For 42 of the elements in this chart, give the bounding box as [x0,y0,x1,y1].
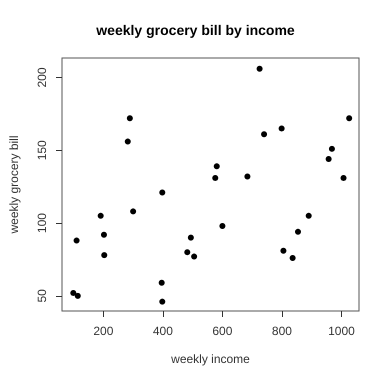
y-tick-label: 150 [35,140,49,160]
point [188,234,194,241]
x-axis-title: weekly income [170,352,250,366]
point [346,115,352,122]
y-tick-label: 50 [35,288,49,303]
x-tick-label: 600 [212,324,233,338]
point [74,238,80,244]
point [261,131,268,138]
point [159,190,166,196]
x-tick-label: 200 [93,324,114,338]
point [130,208,136,214]
point [98,212,104,219]
point [158,280,165,286]
point [328,146,335,152]
point [340,174,347,181]
y-axis-title: weekly grocery bill [7,135,21,235]
x-tick-label: 400 [152,324,174,338]
point [70,290,76,296]
point [306,212,312,219]
x-tick-label: 800 [272,324,292,338]
point [212,174,218,181]
chart-title: weekly grocery bill by income [95,22,295,38]
point [74,292,81,299]
point [295,228,301,235]
point [326,156,332,162]
point [184,249,190,256]
point [219,222,226,229]
point [256,66,263,72]
point [280,248,286,254]
point [290,255,296,262]
point [214,163,220,170]
point [126,115,133,122]
point [159,298,166,305]
point [278,125,285,132]
point [124,138,131,145]
y-tick-label: 100 [35,212,49,234]
point [191,254,198,260]
point [101,252,108,258]
x-tick-label: 1000 [328,324,356,338]
point [244,173,250,180]
y-tick-label: 200 [35,67,49,88]
point [100,232,107,238]
